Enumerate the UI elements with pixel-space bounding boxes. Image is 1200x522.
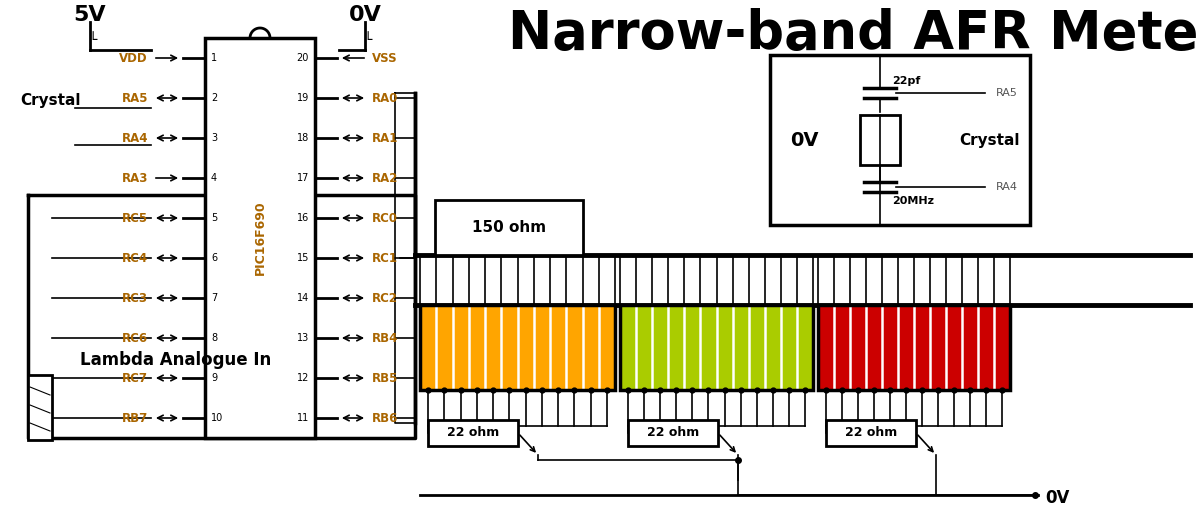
Text: 11: 11 [296,413,310,423]
Text: 20MHz: 20MHz [892,196,934,206]
Text: 3: 3 [211,133,217,143]
Bar [28,375,52,440]
Text: └: └ [88,33,96,47]
Text: 22 ohm: 22 ohm [845,426,898,440]
Text: 5V: 5V [73,5,107,25]
Text: 22 ohm: 22 ohm [446,426,499,440]
Text: PIC16F690: PIC16F690 [253,200,266,275]
Text: RC3: RC3 [122,291,148,304]
Text: RB7: RB7 [121,411,148,424]
Text: RA4: RA4 [996,182,1018,192]
Text: 9: 9 [211,373,217,383]
Text: └: └ [364,33,371,47]
Text: Lambda Analogue In: Lambda Analogue In [80,351,271,369]
Text: RC5: RC5 [122,211,148,224]
Bar [428,420,518,446]
Text: 0V: 0V [348,5,382,25]
Text: 0V: 0V [1045,489,1069,507]
Text: RA2: RA2 [372,172,398,184]
Bar [420,305,616,390]
Text: 20: 20 [296,53,310,63]
Text: RC1: RC1 [372,252,398,265]
Text: 5: 5 [211,213,217,223]
Text: RA4: RA4 [121,132,148,145]
Text: 15: 15 [296,253,310,263]
Bar [826,420,916,446]
Text: Narrow-band AFR Meter: Narrow-band AFR Meter [508,8,1200,60]
Text: 19: 19 [296,93,310,103]
Text: RA3: RA3 [121,172,148,184]
Bar [620,305,814,390]
Text: 1: 1 [211,53,217,63]
Text: 8: 8 [211,333,217,343]
Text: 2: 2 [211,93,217,103]
Text: 0V: 0V [790,130,818,149]
Text: RC0: RC0 [372,211,398,224]
Bar [818,305,1010,390]
Bar [205,38,314,438]
Bar [620,305,814,390]
Text: 13: 13 [296,333,310,343]
Text: RB6: RB6 [372,411,398,424]
Text: VDD: VDD [119,52,148,65]
Bar [628,420,718,446]
Text: 10: 10 [211,413,223,423]
Text: RC2: RC2 [372,291,398,304]
Bar [420,305,616,390]
Text: 7: 7 [211,293,217,303]
Text: 150 ohm: 150 ohm [472,220,546,235]
Bar [818,305,1010,390]
Text: 17: 17 [296,173,310,183]
Text: 22pf: 22pf [892,76,920,86]
Text: 12: 12 [296,373,310,383]
Text: RC4: RC4 [122,252,148,265]
Text: RA0: RA0 [372,91,398,104]
Text: RB4: RB4 [372,331,398,345]
Text: RA1: RA1 [372,132,398,145]
Text: 18: 18 [296,133,310,143]
Text: RA5: RA5 [996,88,1018,98]
Text: 16: 16 [296,213,310,223]
Text: 14: 14 [296,293,310,303]
Bar [860,115,900,165]
Text: RC6: RC6 [122,331,148,345]
Text: 4: 4 [211,173,217,183]
Text: VSS: VSS [372,52,397,65]
Text: Crystal: Crystal [960,133,1020,148]
Bar [436,200,583,255]
Bar [770,55,1030,225]
Text: RC7: RC7 [122,372,148,385]
Text: 22 ohm: 22 ohm [647,426,700,440]
Text: RB5: RB5 [372,372,398,385]
Text: 6: 6 [211,253,217,263]
Text: RA5: RA5 [121,91,148,104]
Text: Crystal: Crystal [20,92,80,108]
